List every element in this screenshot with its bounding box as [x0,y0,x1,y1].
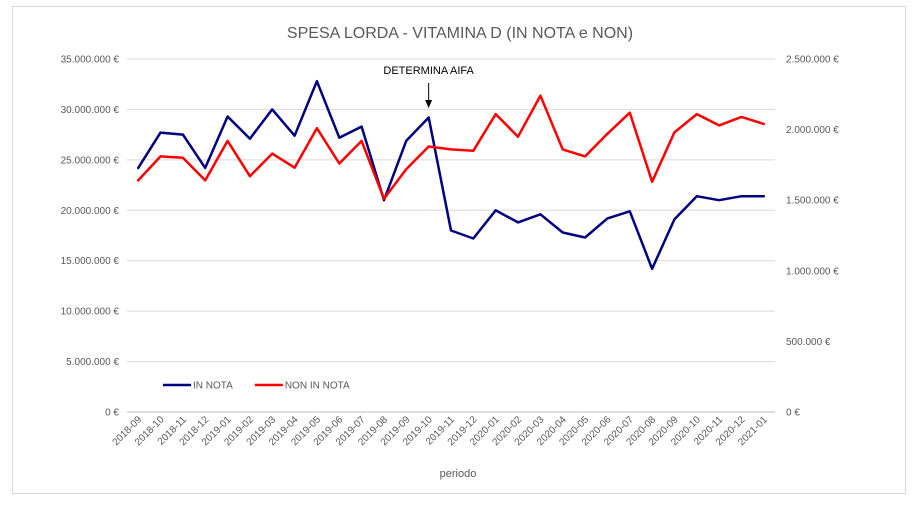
left-tick-label: 25.000.000 € [61,155,120,166]
right-tick-label: 1.000.000 € [786,266,839,277]
annotation-label: DETERMINA AIFA [383,65,474,77]
right-tick-label: 2.500.000 € [786,55,839,66]
annotation-group: DETERMINA AIFA [383,65,475,108]
left-tick-label: 30.000.000 € [61,105,120,116]
series-line-2 [136,94,766,201]
right-tick-label: 1.500.000 € [786,196,839,207]
legend-label-1: IN NOTA [193,381,233,392]
right-axis-ticks: 0 € 500.000 € 1.000.000 € 1.500.000 € 2.000.… [786,55,839,419]
annotation-arrow-head [425,100,433,108]
series-line-1 [136,79,766,271]
left-axis-ticks: 0 € 5.000.000 € 10.000.000 € 15.000.000 € 20… [61,55,120,419]
chart: SPESA LORDA - VITAMINA D (IN NOTA e NON)… [61,25,840,480]
x-axis-label: periodo [440,468,477,480]
left-tick-label: 15.000.000 € [61,256,120,267]
left-tick-label: 35.000.000 € [61,55,120,66]
legend-label-2: NON IN NOTA [285,381,350,392]
legend: IN NOTA NON IN NOTA [163,381,350,392]
chart-title: SPESA LORDA - VITAMINA D (IN NOTA e NON) [287,25,633,42]
chart-frame: SPESA LORDA - VITAMINA D (IN NOTA e NON)… [12,6,906,494]
gridlines [127,58,775,413]
right-tick-label: 2.000.000 € [786,125,839,136]
left-tick-label: 0 € [105,408,119,419]
series-group [136,79,766,271]
left-tick-label: 5.000.000 € [66,357,119,368]
right-tick-label: 500.000 € [786,337,831,348]
right-tick-label: 0 € [786,408,800,419]
left-tick-label: 20.000.000 € [61,206,120,217]
x-axis-ticks: 2018-092018-102018-112018-122019-012019-… [111,414,771,448]
left-tick-label: 10.000.000 € [61,307,120,318]
